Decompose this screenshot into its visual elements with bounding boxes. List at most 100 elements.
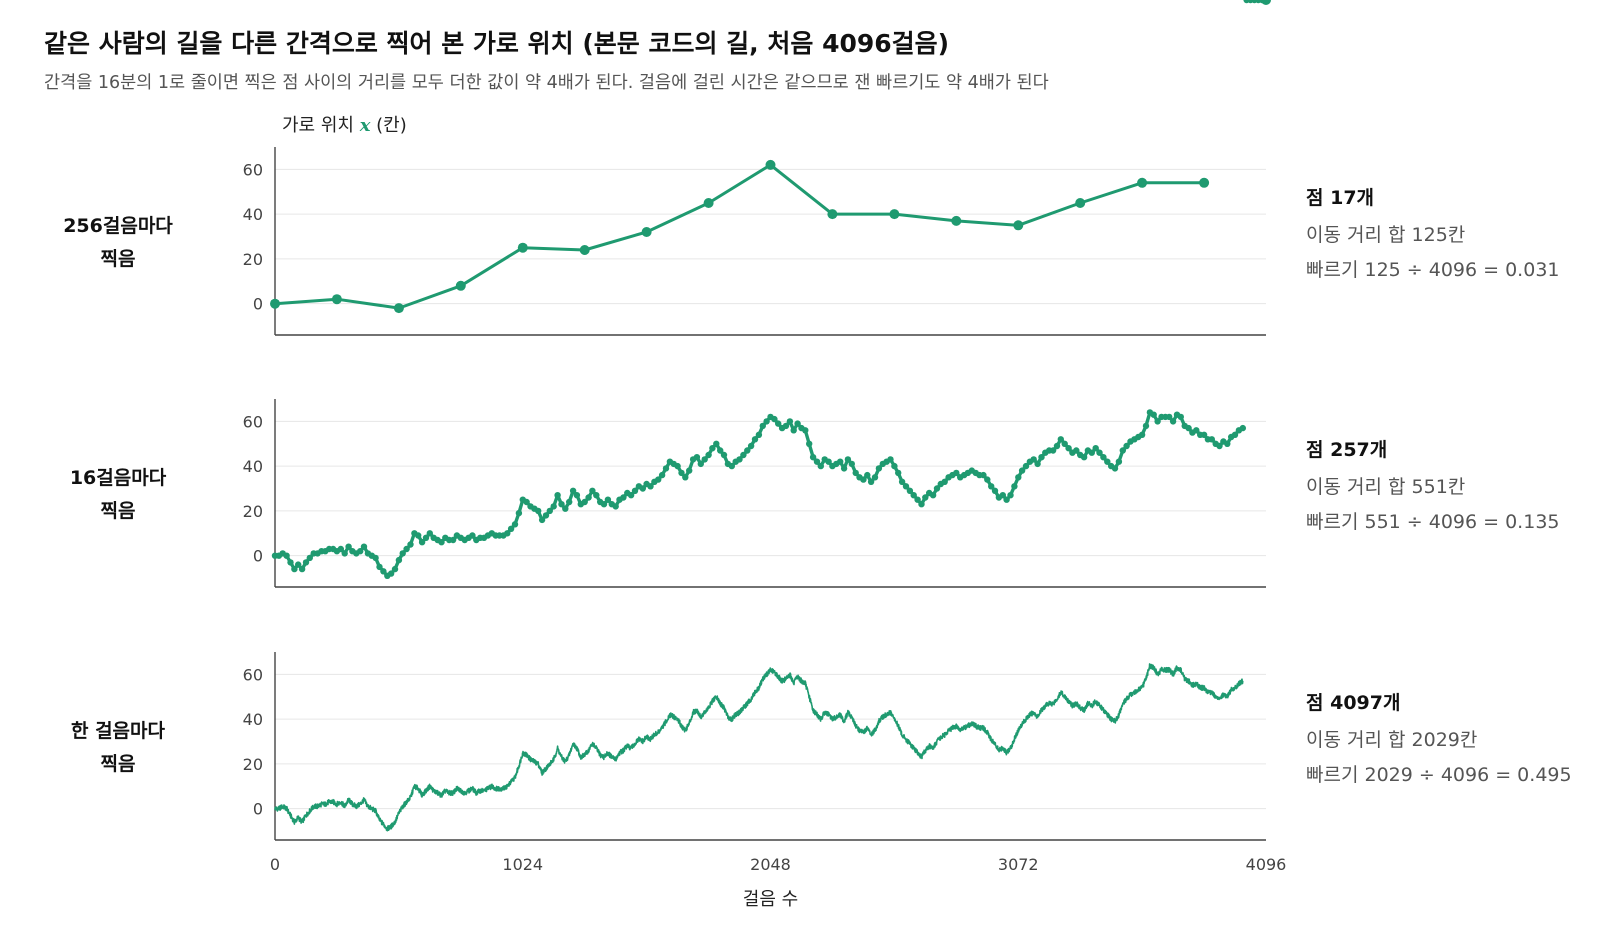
data-point [546, 507, 553, 515]
data-point [376, 563, 383, 571]
data-point [1104, 458, 1111, 465]
data-point [765, 159, 776, 170]
y-tick-label: 40 [243, 457, 263, 476]
y-tick-label: 20 [243, 502, 263, 521]
data-point [341, 550, 348, 557]
panel-label-line2: 찍음 [101, 248, 136, 270]
data-point [1111, 465, 1119, 472]
y-tick-label: 60 [243, 412, 263, 431]
speed-calc: 빠르기 125 ÷ 4096 = 0.031 [1306, 259, 1560, 281]
data-point [1030, 456, 1037, 463]
data-point [790, 427, 797, 434]
y-tick-label: 60 [243, 665, 263, 684]
data-point [1239, 424, 1247, 432]
y-tick-label: 40 [243, 710, 263, 729]
data-point [980, 471, 987, 479]
data-point [593, 492, 600, 499]
data-point [933, 485, 941, 492]
data-point [573, 492, 581, 499]
data-point [1208, 436, 1216, 443]
data-point [891, 462, 898, 470]
data-point [806, 440, 813, 447]
data-point [1150, 411, 1157, 418]
data-point [889, 209, 900, 220]
data-point [1123, 442, 1130, 450]
data-point [914, 496, 921, 503]
data-point [655, 476, 662, 483]
data-point [1013, 220, 1024, 231]
data-point [922, 494, 929, 501]
data-point [864, 471, 871, 479]
data-point [535, 507, 542, 515]
x-tick-label: 1024 [502, 855, 543, 874]
data-point [1137, 177, 1148, 188]
data-point [395, 556, 403, 564]
x-axis-label: 걸음 수 [743, 889, 798, 910]
y-tick-label: 60 [243, 160, 263, 179]
data-point [1177, 413, 1185, 421]
data-point [813, 458, 821, 465]
data-point [759, 422, 766, 430]
data-point [337, 545, 344, 553]
data-point [1034, 460, 1041, 468]
data-point [747, 442, 755, 450]
data-point [802, 427, 809, 434]
data-point [558, 501, 565, 508]
data-point [705, 451, 712, 459]
data-point [1075, 198, 1086, 208]
data-point [357, 548, 364, 555]
data-point [438, 539, 445, 546]
data-point [579, 245, 590, 255]
data-point [991, 487, 999, 494]
data-point [1216, 442, 1223, 450]
data-point [1088, 449, 1096, 456]
data-point [875, 465, 883, 472]
data-point [1199, 177, 1210, 188]
data-point [306, 554, 313, 562]
data-point [1193, 427, 1200, 434]
data-point [507, 525, 515, 532]
data-point [1003, 496, 1010, 503]
data-point [407, 541, 414, 548]
distance-sum: 이동 거리 합 551칸 [1306, 476, 1465, 498]
data-point [295, 561, 302, 568]
data-point [809, 454, 817, 461]
data-point [1061, 440, 1068, 447]
data-point [713, 440, 720, 447]
speed-calc: 빠르기 551 ÷ 4096 = 0.135 [1306, 511, 1560, 533]
data-point [817, 462, 824, 470]
data-point [775, 420, 782, 427]
y-tick-label: 40 [243, 205, 263, 224]
data-point [717, 447, 724, 454]
data-point [744, 447, 751, 454]
data-point [1007, 492, 1014, 499]
data-point [771, 415, 778, 423]
data-point [647, 483, 654, 490]
data-point [302, 559, 310, 566]
data-point [837, 458, 844, 465]
data-point [887, 456, 894, 463]
data-point [906, 487, 914, 494]
data-point [298, 565, 306, 573]
data-point [1142, 422, 1150, 430]
data-point [1224, 440, 1231, 447]
data-point [422, 534, 430, 541]
data-point [686, 467, 693, 474]
data-point [1119, 447, 1127, 454]
data-point [469, 532, 476, 539]
data-point [523, 498, 530, 506]
data-point [415, 532, 422, 539]
data-point [283, 552, 290, 559]
distance-sum: 이동 거리 합 125칸 [1306, 224, 1465, 246]
data-point [898, 478, 906, 485]
data-point [844, 456, 852, 463]
data-point [728, 462, 735, 470]
chart-title: 같은 사람의 길을 다른 간격으로 찍어 본 가로 위치 (본문 코드의 길, … [44, 29, 950, 58]
data-point [662, 465, 670, 472]
data-point [1262, 0, 1270, 4]
data-point [511, 521, 519, 528]
data-point [1185, 424, 1192, 432]
panel-label-line1: 한 걸음마다 [71, 720, 166, 742]
data-point [542, 512, 550, 519]
